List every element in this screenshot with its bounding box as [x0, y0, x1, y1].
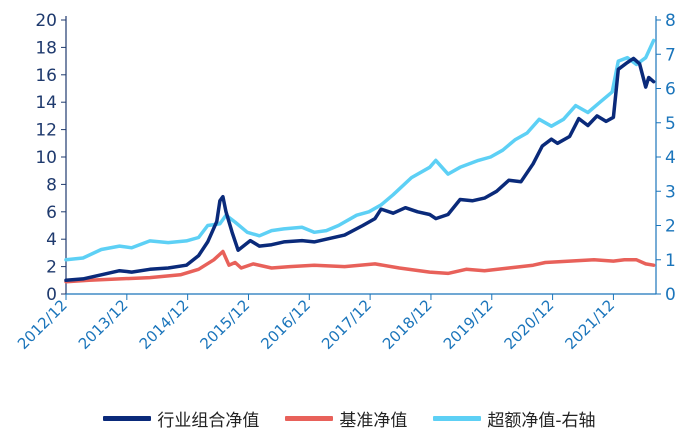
legend-item-benchmark: 基准净值 [285, 406, 407, 431]
y-left-tick-label: 14 [35, 93, 57, 113]
y-left-tick-label: 6 [46, 203, 57, 223]
y-right-tick-label: 1 [665, 251, 676, 271]
legend-label-benchmark: 基准净值 [339, 410, 408, 431]
series-line-benchmark [64, 249, 656, 284]
x-tick-label: 2018/12 [379, 296, 436, 353]
y-right-tick-label: 0 [665, 285, 676, 305]
series-line-excess [64, 38, 656, 262]
y-left-tick-label: 12 [35, 121, 57, 141]
y-right-axis: 0 1 2 3 4 5 6 7 8 [655, 11, 676, 305]
legend-swatch-benchmark [285, 415, 334, 421]
series-line-portfolio [64, 56, 656, 283]
x-tick-label: 2017/12 [318, 296, 375, 353]
x-tick-label: 2012/12 [14, 296, 71, 353]
legend-item-excess: 超额净值-右轴 [433, 406, 596, 431]
x-tick-label: 2020/12 [501, 296, 558, 353]
y-right-tick-label: 7 [665, 45, 676, 65]
y-left-tick-label: 16 [35, 66, 57, 86]
y-left-tick-label: 4 [46, 230, 57, 250]
y-right-tick-label: 5 [665, 114, 676, 134]
y-left-tick-label: 2 [46, 258, 57, 278]
y-left-tick-label: 8 [46, 175, 57, 195]
y-right-tick-label: 8 [665, 11, 676, 31]
y-right-tick-label: 2 [665, 217, 676, 237]
legend-label-portfolio: 行业组合净值 [157, 410, 260, 431]
y-right-tick-label: 6 [665, 80, 676, 100]
legend-swatch-excess [433, 415, 482, 421]
y-left-tick-label: 0 [46, 285, 57, 305]
legend-swatch-portfolio [103, 415, 152, 421]
legend-label-excess: 超额净值-右轴 [487, 410, 596, 431]
x-tick-label: 2016/12 [257, 296, 314, 353]
x-tick-label: 2019/12 [440, 296, 497, 353]
y-right-tick-label: 4 [665, 148, 676, 168]
y-right-tick-label: 3 [665, 182, 676, 202]
y-left-axis: 0 2 4 6 8 10 12 14 16 18 20 [35, 11, 67, 305]
x-tick-label: 2015/12 [197, 296, 254, 353]
y-left-tick-label: 20 [35, 11, 57, 31]
x-tick-label: 2013/12 [75, 296, 132, 353]
x-axis: 2012/12 2013/12 2014/12 2015/12 2016/12 2017/… [14, 293, 656, 353]
x-tick-label: 2021/12 [561, 296, 618, 353]
legend-item-portfolio: 行业组合净值 [103, 406, 259, 431]
y-left-tick-label: 18 [35, 38, 57, 58]
series-layer [64, 38, 656, 284]
legend: 行业组合净值 基准净值 超额净值-右轴 [0, 402, 699, 434]
x-tick-label: 2014/12 [136, 296, 193, 353]
y-left-tick-label: 10 [35, 148, 57, 168]
